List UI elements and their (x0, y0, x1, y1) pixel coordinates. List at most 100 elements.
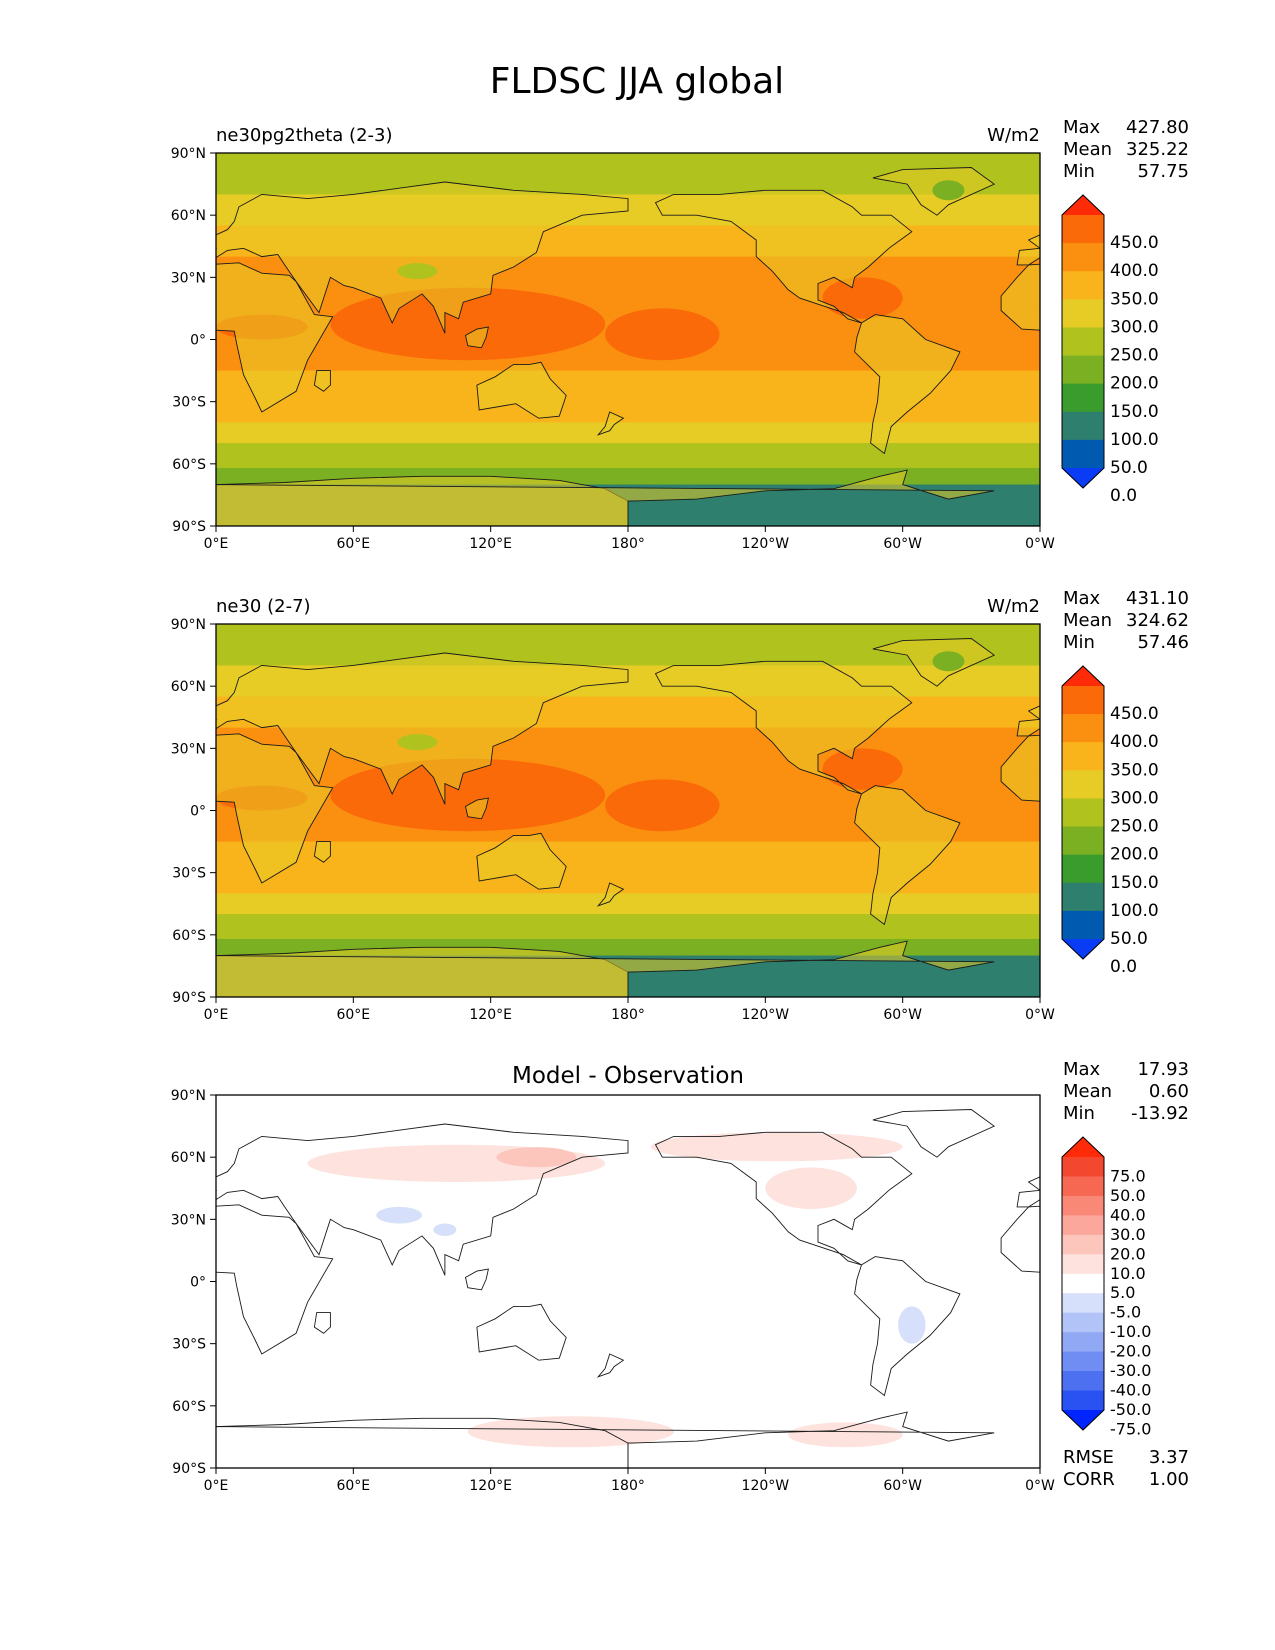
stat-value-min-panel-1: 57.75 (1137, 161, 1189, 182)
stat-value-mean-panel-3: 0.60 (1149, 1081, 1189, 1102)
coastline-madagascar-panel-1 (313, 370, 331, 392)
colorbar-outline-panel-2 (1061, 665, 1105, 960)
lon-tick-label-panel-3-5: 60°W (883, 1478, 922, 1494)
greenland-ice-panel-1 (932, 180, 965, 201)
stat-value-max-panel-3: 17.93 (1137, 1059, 1189, 1080)
stat-label-max-panel-2: Max (1063, 588, 1101, 609)
coastline-new-zealand-panel-1 (596, 411, 625, 436)
coastline-eurasia-wrap-panel-2 (1016, 705, 1040, 737)
colorbar-level-panel-1-8: 50.0 (1110, 458, 1148, 478)
lat-tick-label-panel-1-5: 60°S (172, 457, 206, 473)
colorbar-swatch-panel-3-7 (1062, 1293, 1104, 1314)
colorbar-level-panel-1-4: 250.0 (1110, 346, 1159, 366)
plateau-region-panel-2 (397, 734, 438, 751)
colorbar-level-panel-3-13: -75.0 (1110, 1419, 1151, 1438)
colorbar-level-panel-1-3: 300.0 (1110, 317, 1159, 337)
colorbar-level-panel-2-2: 350.0 (1110, 760, 1159, 780)
coastline-australia-panel-1 (476, 361, 567, 419)
coastline-antarctica-west-panel-1 (216, 469, 995, 526)
diff-positive-panel-3-2 (765, 1167, 857, 1209)
colorbar-level-panel-1-7: 100.0 (1110, 430, 1159, 450)
diff-negative-panel-3-0 (898, 1306, 926, 1344)
lon-tick-label-panel-3-0: 0°E (204, 1478, 229, 1494)
coastline-madagascar-panel-2 (313, 841, 331, 863)
panel-3: 90°N 60°N 30°N 0° 30°S 60°S 90°S0°E 60°E 120°E 18… (171, 1088, 1055, 1494)
stat-value-max-panel-2: 431.10 (1126, 588, 1189, 609)
panel-units-panel-1: W/m2 (987, 125, 1040, 146)
stat-value-min-panel-3: -13.92 (1131, 1103, 1189, 1124)
band-panel-1-6 (216, 443, 1040, 469)
stat-value-mean-panel-2: 324.62 (1126, 610, 1189, 631)
coastline-new-zealand-panel-2 (596, 882, 625, 907)
lon-tick-label-panel-1-0: 0°E (204, 536, 229, 552)
colorbar-extend-max-panel-1 (1062, 195, 1104, 215)
lat-tick-label-panel-2-5: 60°S (172, 928, 206, 944)
panel-title-panel-1: ne30pg2theta (2-3) (216, 125, 392, 146)
colorbar-panel-2: 450.0 400.0 350.0 300.0 250.0 200.0 150.0 100.0… (1061, 665, 1159, 977)
colorbar-level-panel-2-1: 400.0 (1110, 732, 1159, 752)
plateau-region-panel-1 (397, 263, 438, 280)
lat-tick-label-panel-3-4: 30°S (172, 1337, 206, 1353)
colorbar-swatch-panel-2-1 (1062, 714, 1104, 743)
colorbar-swatch-panel-1-3 (1062, 299, 1104, 328)
diff-positive-panel-3-4 (788, 1422, 903, 1448)
colorbar-extend-min-panel-3 (1062, 1410, 1104, 1430)
colorbar-level-panel-3-8: -10.0 (1110, 1322, 1151, 1341)
lat-tick-label-panel-2-1: 60°N (171, 679, 206, 695)
stat-value-mean-panel-1: 325.22 (1126, 139, 1189, 160)
colorbar-swatch-panel-2-5 (1062, 826, 1104, 856)
coastline-australia-panel-3 (476, 1303, 567, 1361)
coastline-africa-wrap-panel-2 (1000, 734, 1040, 802)
panel-1: 90°N 60°N 30°N 0° 30°S 60°S 90°S0°E 60°E 120°E 18… (171, 146, 1055, 552)
lat-tick-label-panel-2-2: 30°N (171, 741, 206, 757)
lat-tick-label-panel-1-3: 0° (190, 333, 206, 349)
stat-label-corr-panel-3: CORR (1063, 1469, 1115, 1490)
colorbar-level-panel-2-9: 0.0 (1110, 957, 1137, 977)
coastline-antarctica-west-panel-2 (216, 940, 995, 997)
stat-value-max-panel-1: 427.80 (1126, 117, 1189, 138)
lat-tick-label-panel-1-4: 30°S (172, 395, 206, 411)
diff-positive-panel-3-1 (650, 1132, 903, 1162)
colorbar-outline-panel-1 (1061, 194, 1105, 489)
colorbar-swatch-panel-3-6 (1062, 1273, 1104, 1294)
colorbar-level-panel-3-4: 20.0 (1110, 1244, 1146, 1263)
lon-tick-label-panel-1-5: 60°W (883, 536, 922, 552)
map-panel-3 (216, 1095, 1040, 1468)
colorbar-swatch-panel-3-12 (1062, 1390, 1104, 1411)
colorbar-level-panel-1-5: 200.0 (1110, 374, 1159, 394)
lon-tick-label-panel-2-2: 120°E (469, 1007, 512, 1023)
stat-label-mean-panel-2: Mean (1063, 610, 1112, 631)
colorbar-swatch-panel-3-11 (1062, 1371, 1104, 1392)
coastline-eurasia-wrap-panel-1 (1016, 234, 1040, 266)
colorbar-level-panel-3-7: -5.0 (1110, 1303, 1141, 1322)
lon-tick-label-panel-1-1: 60°E (336, 536, 370, 552)
panel-2: 90°N 60°N 30°N 0° 30°S 60°S 90°S0°E 60°E 120°E 18… (171, 617, 1055, 1023)
stat-value-rmse-panel-3: 3.37 (1149, 1447, 1189, 1468)
colorbar-level-panel-2-0: 450.0 (1110, 704, 1159, 724)
colorbar-level-panel-3-3: 30.0 (1110, 1225, 1146, 1244)
colorbar-level-panel-1-0: 450.0 (1110, 233, 1159, 253)
colorbar-swatch-panel-2-8 (1062, 910, 1104, 940)
band-panel-2-6 (216, 914, 1040, 940)
stat-label-max-panel-3: Max (1063, 1059, 1101, 1080)
lat-tick-label-panel-3-2: 30°N (171, 1212, 206, 1228)
colorbar-swatch-panel-3-10 (1062, 1351, 1104, 1372)
coastline-africa-wrap-panel-1 (1000, 263, 1040, 331)
map-panel-1 (216, 153, 1040, 526)
colorbar-swatch-panel-1-0 (1062, 215, 1104, 244)
band-panel-1-5 (216, 422, 1040, 444)
coastline-africa-panel-3 (216, 1204, 334, 1355)
colorbar-extend-min-panel-2 (1062, 939, 1104, 959)
lon-tick-label-panel-3-2: 120°E (469, 1478, 512, 1494)
colorbar-swatch-panel-1-1 (1062, 243, 1104, 272)
colorbar-swatch-panel-3-5 (1062, 1254, 1104, 1275)
colorbar-level-panel-2-4: 250.0 (1110, 817, 1159, 837)
lon-tick-label-panel-3-6: 0°W (1025, 1478, 1055, 1494)
lon-tick-label-panel-1-6: 0°W (1025, 536, 1055, 552)
colorbar-swatch-panel-3-9 (1062, 1332, 1104, 1353)
coastline-africa-panel-1 (216, 262, 334, 413)
colorbar-swatch-panel-3-0 (1062, 1157, 1104, 1177)
colorbar-swatch-panel-2-7 (1062, 882, 1104, 912)
colorbar-level-panel-2-3: 300.0 (1110, 788, 1159, 808)
colorbar-level-panel-2-8: 50.0 (1110, 929, 1148, 949)
